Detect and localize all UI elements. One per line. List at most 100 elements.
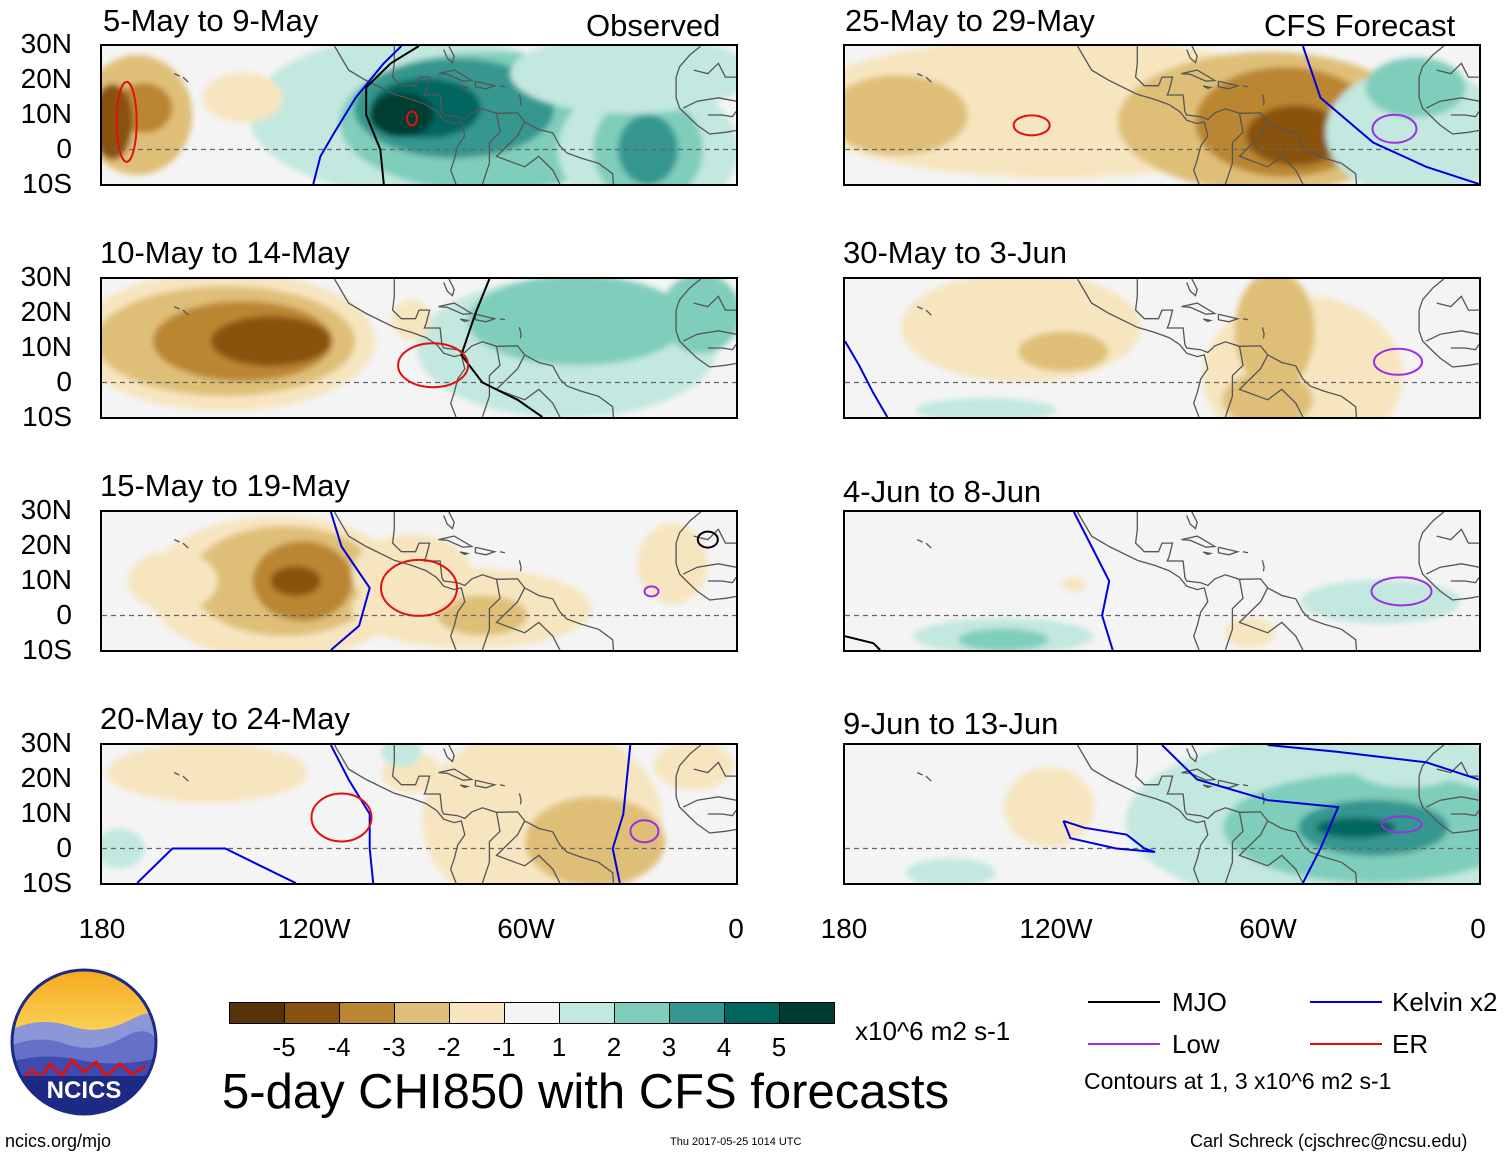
anomaly-region (525, 796, 666, 883)
low-contour (1370, 576, 1433, 607)
x-tick-60w-right: 60W (1239, 913, 1297, 944)
kelvin-contour (1062, 819, 1156, 853)
low-contour (643, 585, 660, 598)
coastline (495, 121, 561, 184)
y-tick-label: 10S (22, 867, 72, 898)
colorbar-swatch (229, 1002, 285, 1024)
coastline (499, 784, 506, 787)
y-tick-label: 0 (56, 133, 72, 164)
coastline (1076, 512, 1209, 650)
anomaly-region (202, 72, 283, 123)
coastline (1425, 796, 1479, 808)
coastline (518, 560, 522, 572)
coastline (1436, 528, 1479, 544)
ncics-logo: NCICS (10, 968, 158, 1116)
x-tick-60w-left: 60W (497, 913, 555, 944)
footer-author: Carl Schreck (cjschrec@ncsu.edu) (1190, 1131, 1468, 1151)
coastline (1450, 577, 1479, 584)
coastline (1425, 97, 1479, 109)
legend-low-label: Low (1172, 1029, 1220, 1059)
coastline (391, 46, 615, 184)
colorbar-units: x10^6 m2 s-1 (855, 1016, 1011, 1046)
coastline (675, 512, 702, 544)
legend-er-line (1310, 1043, 1382, 1045)
legend-mjo-label: MJO (1172, 987, 1227, 1017)
colorbar-tick-label: 5 (771, 1032, 787, 1062)
coastline (1261, 327, 1265, 339)
coastline (1261, 793, 1265, 805)
y-tick-label: 10S (22, 401, 72, 432)
coastline (481, 346, 501, 417)
coastline (693, 62, 736, 78)
coastline (1242, 784, 1249, 787)
kelvin-contour (330, 745, 375, 883)
coastline (1134, 512, 1358, 650)
coastline (1261, 94, 1265, 106)
er-contour (310, 792, 373, 843)
footer-timestamp: Thu 2017-05-25 1014 UTC (670, 1136, 802, 1148)
coastline (1238, 121, 1304, 184)
coastline (438, 69, 474, 82)
panel-title-fcst-4: 9-Jun to 13-Jun (843, 706, 1059, 741)
coastline (459, 318, 471, 323)
coastline (391, 745, 615, 883)
coastline (693, 528, 736, 544)
anomaly-region (1234, 279, 1315, 391)
legend-mjo-line (1088, 1001, 1160, 1003)
y-tick-label: 20N (20, 296, 72, 327)
footer-url[interactable]: ncics.org/mjo (5, 1131, 112, 1151)
coastline (925, 542, 932, 549)
coastline (1425, 563, 1479, 575)
coastline (459, 551, 471, 556)
y-tick-label: 30N (20, 727, 72, 758)
coastline (925, 309, 932, 316)
panel-title-fcst-1: 25-May to 29-May (845, 3, 1095, 38)
coastline (675, 543, 736, 601)
legend-er-label: ER (1392, 1029, 1429, 1059)
er-contour (405, 110, 418, 127)
coastline (1217, 313, 1241, 323)
map-panel-obs-4 (100, 743, 738, 885)
coastline (1186, 46, 1198, 64)
coastline (1238, 354, 1304, 417)
x-tick-180-left: 180 (78, 913, 126, 944)
coastline (495, 820, 561, 883)
coastline (481, 579, 501, 650)
coastline (1202, 551, 1214, 556)
coastline (438, 768, 474, 781)
coastline (443, 745, 455, 763)
x-tick-180-right: 180 (820, 913, 868, 944)
anomaly-region (351, 534, 472, 615)
coastline (1418, 46, 1445, 78)
y-tick-label: 10N (20, 564, 72, 595)
coastline (443, 279, 455, 297)
coastline (1186, 279, 1198, 297)
main-title: 5-day CHI850 with CFS forecasts (222, 1065, 950, 1119)
colorbar-swatch (504, 1002, 560, 1024)
coastline (1238, 820, 1304, 883)
colorbar-swatch (779, 1002, 835, 1024)
coastline (182, 76, 189, 83)
mjo-contour (460, 279, 543, 417)
coastline (1418, 310, 1479, 368)
y-tick-label: 0 (56, 832, 72, 863)
coastline (693, 761, 736, 777)
coastline (1436, 62, 1479, 78)
anomaly-region (617, 114, 678, 184)
coastline (916, 772, 923, 776)
colorbar-tick-label: 3 (661, 1032, 677, 1062)
anomaly-region (107, 745, 308, 803)
coastline (1242, 85, 1249, 88)
anomaly-region (1031, 46, 1152, 89)
coastline (707, 577, 736, 584)
anomaly-region (1315, 817, 1396, 838)
coastline (682, 796, 736, 808)
kelvin-contour (312, 46, 403, 184)
coastline (443, 46, 455, 64)
coastline (675, 77, 736, 135)
coastline (682, 330, 736, 342)
y-tick-label: 10S (22, 634, 72, 665)
coastline (1181, 768, 1217, 781)
kelvin-contour (136, 847, 297, 883)
coastline (499, 551, 506, 554)
